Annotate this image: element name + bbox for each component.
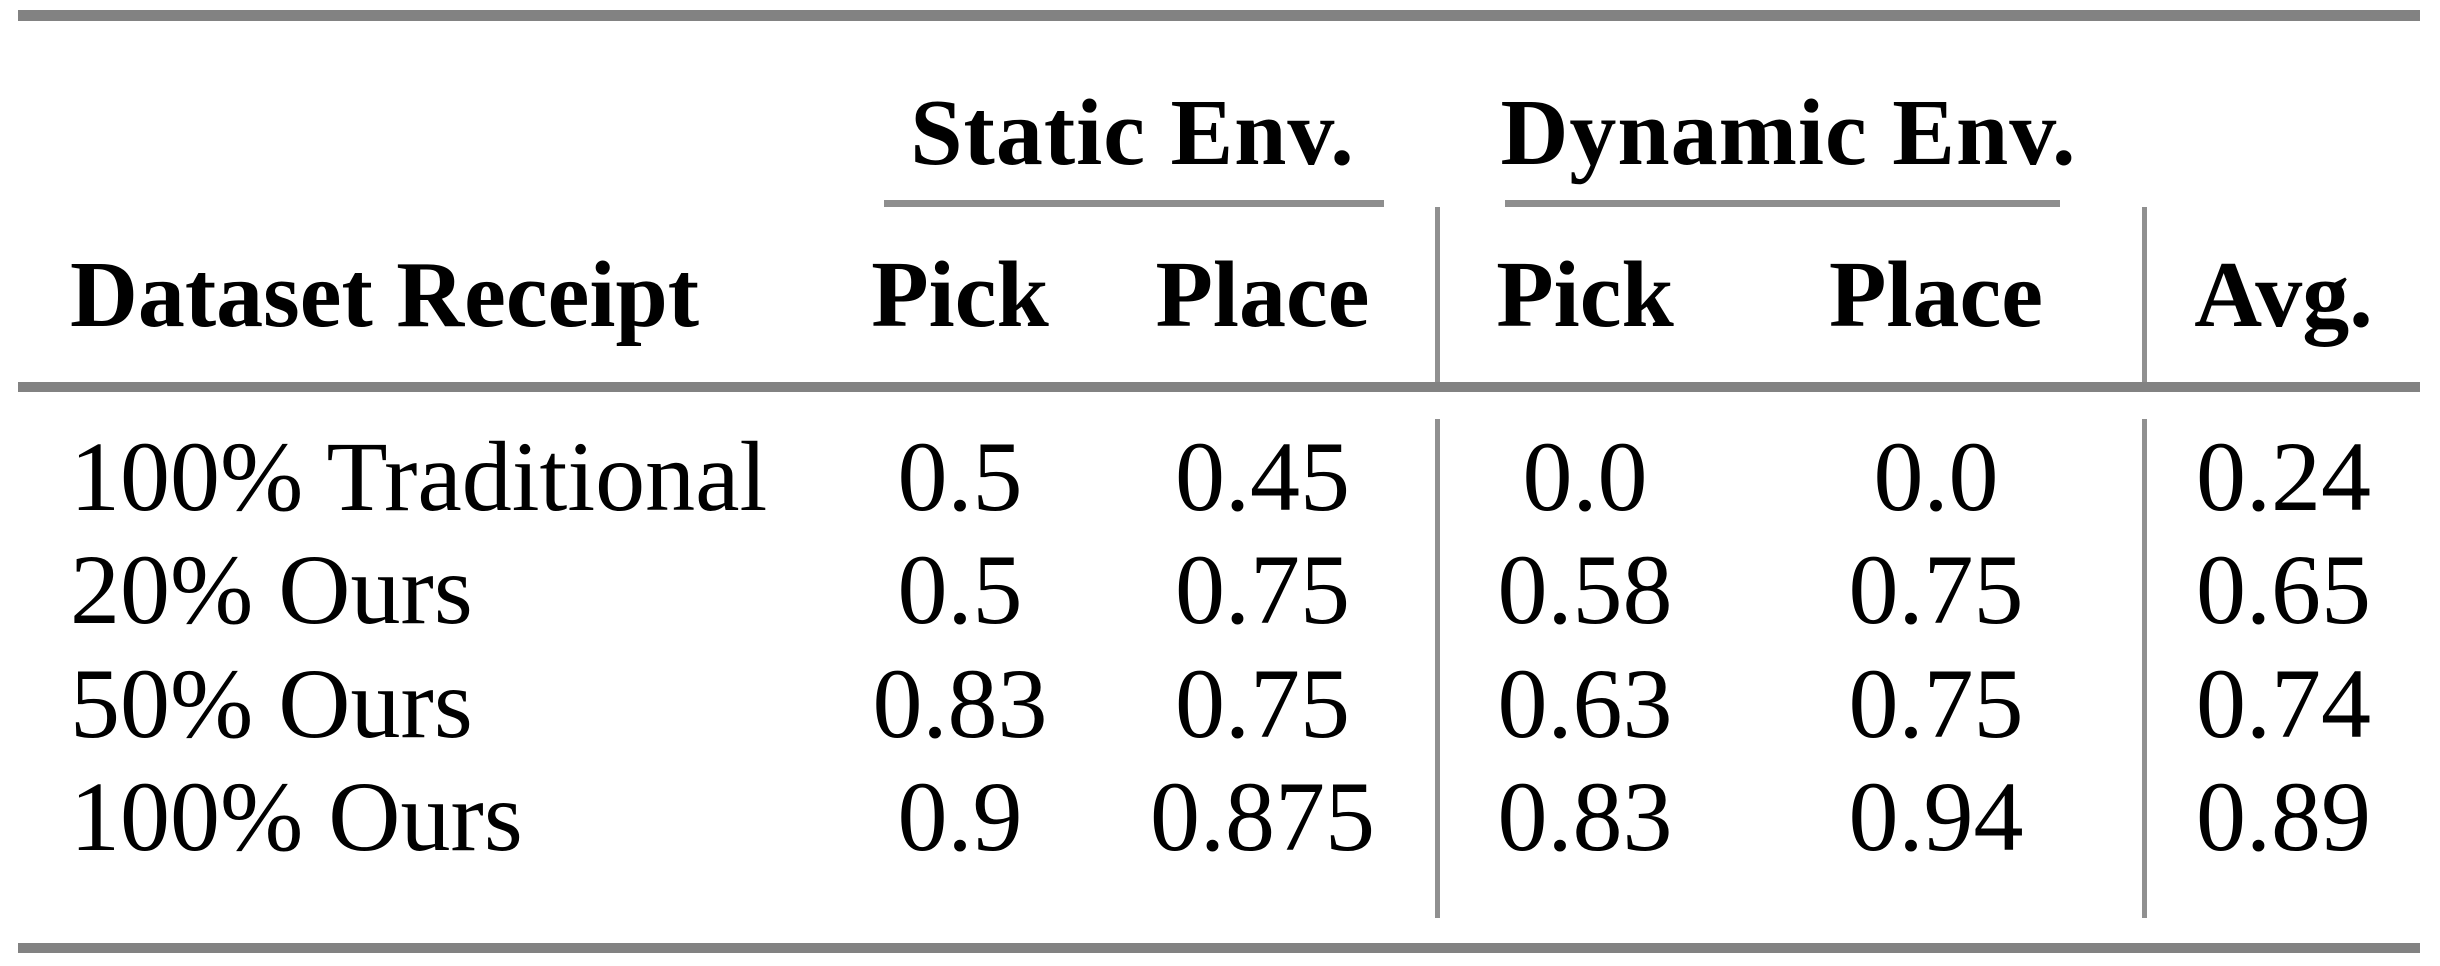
cell-dynamic-pick: 0.83 xyxy=(1435,760,1730,873)
cell-dynamic-place: 0.75 xyxy=(1848,647,2024,759)
cell-avg: 0.65 xyxy=(2142,533,2420,646)
top-rule xyxy=(18,10,2420,21)
cell-static-place: 0.45 xyxy=(1175,420,1350,532)
cell-dynamic-pick: 0.63 xyxy=(1435,646,1730,760)
cell-static-place: 0.875 xyxy=(1150,761,1375,872)
cell-static-place: 0.75 xyxy=(1175,647,1350,759)
col-header-static-place: Place xyxy=(1155,242,1370,347)
group-header-dynamic-env: Dynamic Env. xyxy=(1500,80,2077,185)
cell-dynamic-pick: 0.0 xyxy=(1435,419,1730,533)
row-label: 100% Traditional xyxy=(70,420,768,532)
row-label: 20% Ours xyxy=(70,534,473,645)
cell-avg: 0.74 xyxy=(2142,646,2420,760)
cell-dynamic-place: 0.75 xyxy=(1848,534,2024,645)
row-label: 100% Ours xyxy=(70,761,523,872)
row-label: 50% Ours xyxy=(70,647,473,759)
results-table: Static Env. Dynamic Env. Dataset Receipt… xyxy=(18,10,2420,953)
col-header-dynamic-pick: Pick xyxy=(1435,207,1730,382)
cell-avg: 0.24 xyxy=(2142,419,2420,533)
group-header-static-env: Static Env. xyxy=(910,80,1355,185)
cell-static-pick: 0.83 xyxy=(872,647,1048,759)
col-header-static-pick: Pick xyxy=(871,242,1049,347)
cell-static-place: 0.75 xyxy=(1175,534,1350,645)
col-header-avg: Avg. xyxy=(2142,207,2420,382)
cell-avg: 0.89 xyxy=(2142,760,2420,873)
bottom-rule xyxy=(18,943,2420,953)
vertical-rule-stub-dynamic xyxy=(1435,873,1730,918)
cell-static-pick: 0.9 xyxy=(897,761,1023,872)
cell-static-pick: 0.5 xyxy=(897,534,1023,645)
cell-dynamic-place: 0.0 xyxy=(1873,420,1999,532)
col-header-dataset-receipt: Dataset Receipt xyxy=(70,242,700,347)
dynamic-env-underline-rule xyxy=(1505,200,2060,207)
cell-static-pick: 0.5 xyxy=(897,420,1023,532)
cell-dynamic-pick: 0.58 xyxy=(1435,533,1730,646)
header-body-rule xyxy=(18,382,2420,392)
col-header-dynamic-place: Place xyxy=(1829,242,2043,347)
cell-dynamic-place: 0.94 xyxy=(1848,761,2024,872)
static-env-underline-rule xyxy=(884,200,1384,207)
vertical-rule-stub-avg xyxy=(2142,873,2420,918)
